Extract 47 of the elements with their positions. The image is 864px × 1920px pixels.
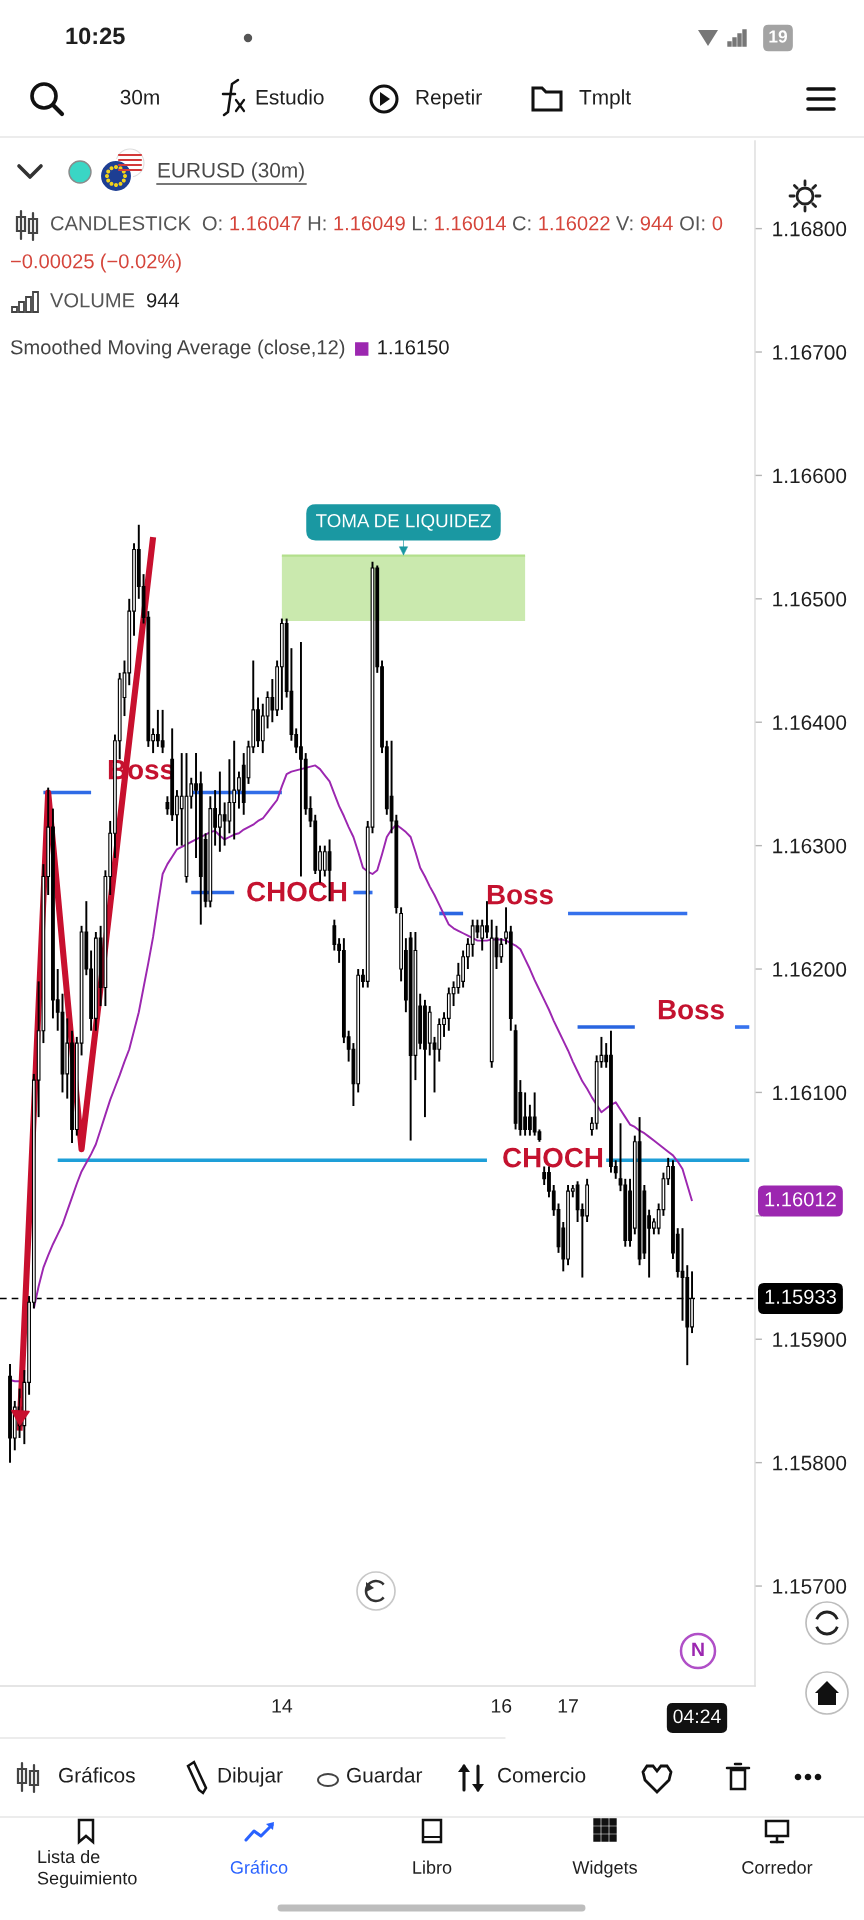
x-tick-label: 17 — [558, 1699, 578, 1713]
y-tick-label: 1.16300 — [773, 838, 847, 854]
text: Gráficos — [59, 1767, 135, 1783]
y-tick-label: 1.16100 — [773, 1085, 847, 1101]
text: Comercio — [498, 1767, 586, 1783]
text: 04:24 — [673, 1709, 721, 1724]
candlestick — [222, 801, 227, 847]
text: Estudio — [256, 89, 324, 105]
y-tick-label: 1.16400 — [773, 715, 847, 730]
y-tick-label: 1.16500 — [773, 591, 847, 607]
text: 10:25 — [66, 27, 125, 45]
y-tick-label: 1.16200 — [773, 962, 847, 977]
text: Tmplt — [579, 89, 631, 109]
annotation: VOLUME 944 — [50, 293, 180, 308]
y-tick-label: 1.15900 — [773, 1332, 847, 1347]
x-tick-label: 16 — [491, 1699, 512, 1713]
annotation: 1.16150 — [378, 340, 449, 355]
y-tick-label: 1.16800 — [773, 221, 847, 237]
text: Libro — [413, 1860, 452, 1874]
text: 1.16012 — [765, 1192, 836, 1207]
annotation: CHOCH — [503, 1147, 603, 1168]
text: CANDLESTICK O: 1.16047 H: 1.16049 L: 1.16014 C: 1.16022 V: 944 OI: 0 −0.00025 (−0.02%) — [10, 216, 723, 273]
series-label: TOMA DE LIQUIDEZ — [316, 514, 491, 531]
text: Widgets — [572, 1860, 637, 1878]
legend-label: Smoothed Moving Average (close,12) — [10, 339, 345, 359]
text: EURUSD (30m) — [158, 162, 304, 182]
y-tick-label: 1.16700 — [773, 345, 847, 360]
text: Dibujar — [218, 1767, 283, 1787]
annotation: Boss — [658, 1000, 724, 1020]
y-tick-label: 1.15700 — [773, 1579, 847, 1594]
text: Repetir — [416, 89, 482, 109]
text: Guardar — [347, 1767, 423, 1783]
text: Gráfico — [230, 1860, 288, 1874]
text: Corredor — [742, 1860, 813, 1874]
candlestick — [332, 918, 337, 952]
text: Lista de Seguimiento — [37, 1849, 137, 1889]
annotation: Boss — [487, 885, 553, 905]
ref-line-label: 1.15933 — [765, 1289, 836, 1304]
y-tick-label: 1.15800 — [773, 1455, 847, 1471]
y-tick-label: 1.16600 — [773, 468, 847, 484]
candlestick — [160, 708, 165, 755]
x-tick-label: 14 — [272, 1699, 293, 1713]
candlestick — [499, 937, 504, 964]
candlestick — [470, 918, 475, 958]
annotation: N — [692, 1642, 704, 1657]
text: 19 — [769, 30, 788, 43]
text: 30m — [120, 89, 159, 105]
